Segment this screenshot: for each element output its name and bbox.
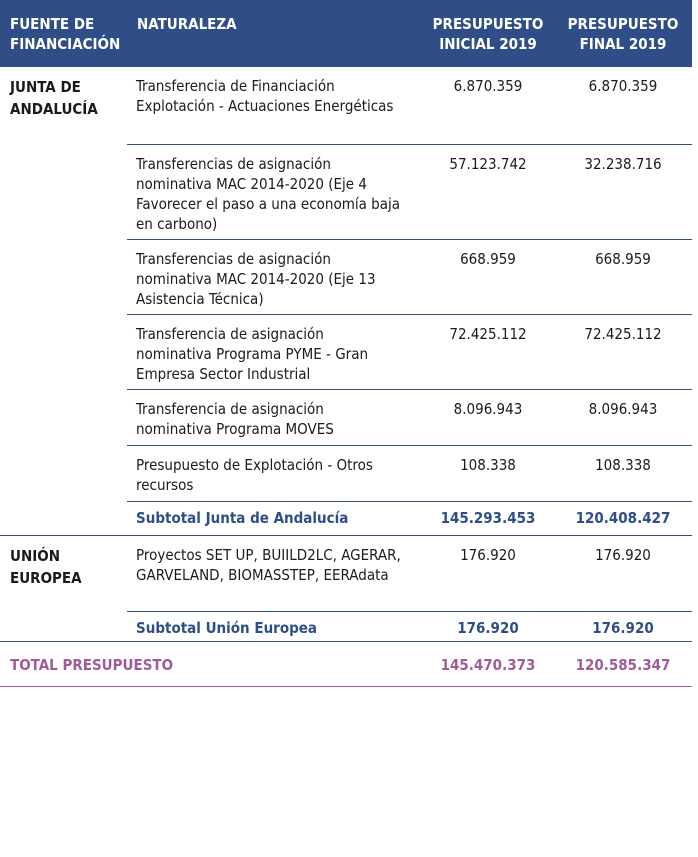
row-final: 176.920	[595, 546, 651, 564]
row-final: 108.338	[595, 456, 651, 474]
subtotal-inicial: 176.920	[457, 619, 519, 637]
row-final: 668.959	[595, 250, 651, 268]
table-row: Transferencias de asignación nominativa …	[127, 240, 692, 315]
row-inicial: 72.425.112	[449, 325, 527, 343]
table-header: FUENTE DE FINANCIACIÓN NATURALEZA PRESUP…	[0, 0, 692, 67]
row-naturaleza: Transferencias de asignación nominativa …	[136, 155, 401, 233]
table-row: Proyectos SET UP, BUIILD2LC, AGERAR, GAR…	[127, 536, 692, 612]
source-ue: UNIÓN EUROPEA	[10, 547, 82, 587]
table-row: Transferencias de asignación nominativa …	[127, 145, 692, 240]
source-junta: JUNTA DE ANDALUCÍA	[10, 78, 98, 118]
row-inicial: 8.096.943	[453, 400, 523, 418]
row-final: 8.096.943	[588, 400, 658, 418]
total-final: 120.585.347	[575, 656, 671, 674]
row-inicial: 108.338	[460, 456, 516, 474]
row-final: 6.870.359	[588, 77, 658, 95]
subtotal-row: Subtotal Unión Europea 176.920 176.920	[127, 612, 692, 642]
row-naturaleza: Presupuesto de Explotación - Otros recur…	[136, 456, 373, 494]
subtotal-label: Subtotal Junta de Andalucía	[136, 509, 349, 527]
total-row: TOTAL PRESUPUESTO 145.470.373 120.585.34…	[0, 642, 692, 687]
table-row: Presupuesto de Explotación - Otros recur…	[127, 446, 692, 502]
total-inicial: 145.470.373	[440, 656, 536, 674]
row-naturaleza: Transferencia de asignación nominativa P…	[136, 325, 369, 383]
group-divider	[0, 535, 692, 536]
subtotal-label: Subtotal Unión Europea	[136, 619, 318, 637]
table-row: Transferencia de asignación nominativa P…	[127, 390, 692, 446]
row-naturaleza: Transferencia de Financiación Explotació…	[136, 77, 394, 115]
header-final: PRESUPUESTO FINAL 2019	[567, 15, 679, 53]
subtotal-final: 120.408.427	[575, 509, 671, 527]
header-fuente: FUENTE DE FINANCIACIÓN	[10, 15, 121, 53]
subtotal-final: 176.920	[592, 619, 654, 637]
table-row: Transferencia de Financiación Explotació…	[127, 67, 692, 145]
row-naturaleza: Transferencia de asignación nominativa P…	[136, 400, 334, 438]
total-label: TOTAL PRESUPUESTO	[10, 656, 174, 674]
row-naturaleza: Proyectos SET UP, BUIILD2LC, AGERAR, GAR…	[136, 546, 401, 584]
row-inicial: 668.959	[460, 250, 516, 268]
row-final: 72.425.112	[584, 325, 662, 343]
subtotal-row: Subtotal Junta de Andalucía 145.293.453 …	[127, 502, 692, 535]
subtotal-inicial: 145.293.453	[440, 509, 536, 527]
header-naturaleza: NATURALEZA	[137, 15, 237, 33]
row-inicial: 176.920	[460, 546, 516, 564]
row-final: 32.238.716	[584, 155, 662, 173]
row-inicial: 57.123.742	[449, 155, 527, 173]
row-inicial: 6.870.359	[453, 77, 523, 95]
row-naturaleza: Transferencias de asignación nominativa …	[136, 250, 376, 308]
header-inicial: PRESUPUESTO INICIAL 2019	[432, 15, 544, 53]
group-divider	[0, 641, 692, 642]
table-row: Transferencia de asignación nominativa P…	[127, 315, 692, 390]
